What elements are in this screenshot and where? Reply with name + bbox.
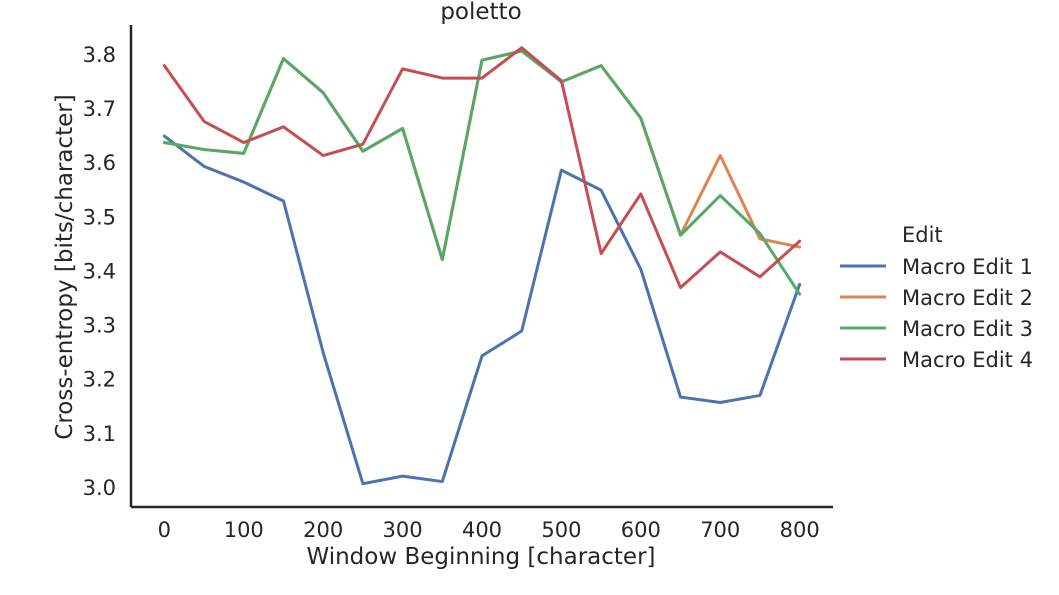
series-line-2 xyxy=(162,49,802,261)
x-axis-label: Window Beginning [character] xyxy=(306,544,655,570)
legend-label-2: Macro Edit 2 xyxy=(902,286,1033,310)
y-axis-label: Cross-entropy [bits/character] xyxy=(52,94,78,439)
series-line-1 xyxy=(162,134,802,486)
y-tick-label: 3.3 xyxy=(83,314,116,338)
x-tick-label: 400 xyxy=(462,518,502,542)
x-tick-label: 800 xyxy=(780,518,820,542)
legend-title: Edit xyxy=(902,223,943,247)
y-tick-label: 3.5 xyxy=(83,205,116,229)
x-tick-label: 700 xyxy=(700,518,740,542)
y-tick-label: 3.4 xyxy=(83,259,116,283)
legend-label-1: Macro Edit 1 xyxy=(902,255,1033,279)
y-tick-label: 3.0 xyxy=(83,476,116,500)
x-tick-label: 600 xyxy=(621,518,661,542)
x-tick-label: 100 xyxy=(224,518,264,542)
x-tick-label: 300 xyxy=(383,518,423,542)
y-tick-label: 3.7 xyxy=(83,97,116,121)
chart-title: poletto xyxy=(440,0,521,25)
legend-label-4: Macro Edit 4 xyxy=(902,348,1033,372)
x-tick-label: 500 xyxy=(541,518,581,542)
legend: Edit Macro Edit 1 Macro Edit 2 Macro Edit … xyxy=(840,223,1033,372)
series-line-4 xyxy=(162,46,802,290)
series-line-3 xyxy=(162,49,802,296)
y-tick-label: 3.1 xyxy=(83,422,116,446)
legend-label-3: Macro Edit 3 xyxy=(902,317,1033,341)
y-tick-labels: 3.0 3.1 3.2 3.3 3.4 3.5 3.6 3.7 3.8 xyxy=(83,43,116,500)
x-tick-labels: 0 100 200 300 400 500 600 700 800 xyxy=(158,518,820,542)
y-tick-label: 3.8 xyxy=(83,43,116,67)
x-tick-label: 200 xyxy=(303,518,343,542)
y-tick-label: 3.2 xyxy=(83,368,116,392)
series-lines xyxy=(162,46,802,486)
y-tick-label: 3.6 xyxy=(83,151,116,175)
x-tick-label: 0 xyxy=(158,518,171,542)
